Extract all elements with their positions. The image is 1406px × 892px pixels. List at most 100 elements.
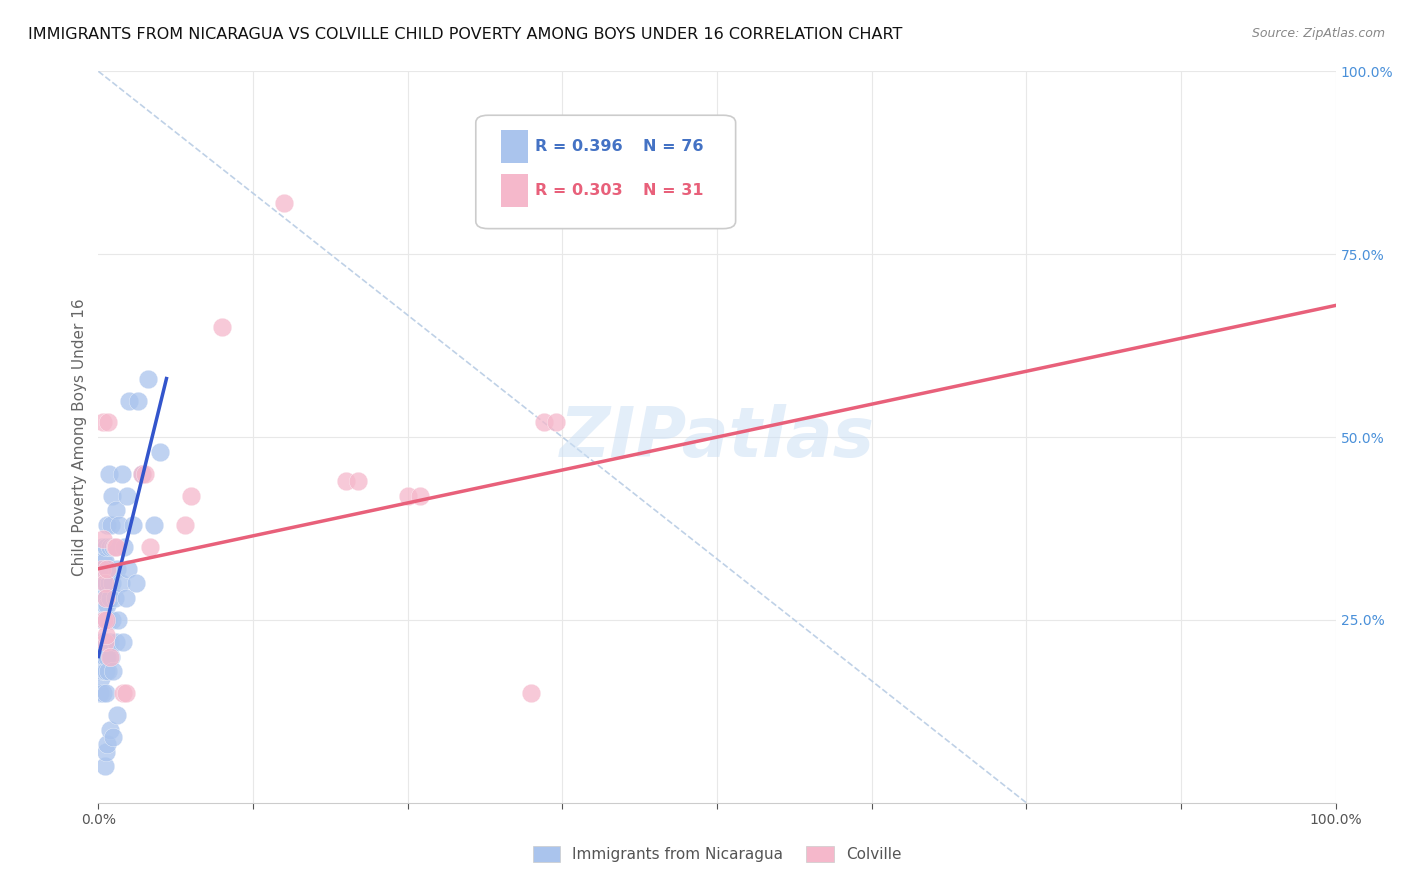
FancyBboxPatch shape bbox=[501, 130, 527, 163]
Point bbox=[96, 649, 118, 664]
Point bbox=[335, 474, 357, 488]
Point bbox=[97, 416, 120, 430]
Point bbox=[112, 540, 135, 554]
Point bbox=[94, 664, 117, 678]
Point bbox=[93, 759, 115, 773]
Point bbox=[90, 672, 112, 686]
Point bbox=[96, 576, 118, 591]
Point bbox=[94, 540, 117, 554]
Point bbox=[131, 467, 153, 481]
Point bbox=[273, 196, 295, 211]
Point bbox=[93, 554, 115, 568]
Point bbox=[93, 613, 115, 627]
Text: IMMIGRANTS FROM NICARAGUA VS COLVILLE CHILD POVERTY AMONG BOYS UNDER 16 CORRELAT: IMMIGRANTS FROM NICARAGUA VS COLVILLE CH… bbox=[28, 27, 903, 42]
Point bbox=[174, 517, 197, 532]
Text: R = 0.303: R = 0.303 bbox=[536, 183, 623, 198]
Point bbox=[93, 576, 115, 591]
Point bbox=[90, 635, 112, 649]
Point bbox=[98, 649, 121, 664]
Point bbox=[91, 533, 114, 547]
Point bbox=[98, 540, 121, 554]
Text: N = 31: N = 31 bbox=[643, 183, 703, 198]
Point bbox=[91, 635, 114, 649]
Point bbox=[94, 627, 117, 641]
Point bbox=[134, 467, 156, 481]
Point bbox=[93, 649, 115, 664]
Point bbox=[112, 686, 135, 700]
Point bbox=[122, 517, 145, 532]
Point bbox=[112, 635, 135, 649]
Point bbox=[105, 562, 128, 576]
Point bbox=[93, 562, 115, 576]
Point bbox=[96, 737, 118, 751]
Point bbox=[111, 467, 134, 481]
Point bbox=[110, 576, 132, 591]
Point bbox=[94, 591, 117, 605]
Point bbox=[149, 444, 172, 458]
Point bbox=[211, 320, 233, 334]
Point bbox=[93, 599, 115, 613]
Point bbox=[94, 613, 117, 627]
Point bbox=[91, 540, 114, 554]
Point bbox=[546, 416, 568, 430]
Point bbox=[103, 540, 125, 554]
Point bbox=[98, 635, 121, 649]
Point bbox=[101, 613, 124, 627]
Point bbox=[97, 576, 120, 591]
Point bbox=[118, 393, 141, 408]
Point bbox=[94, 635, 117, 649]
Point bbox=[100, 649, 122, 664]
Point bbox=[131, 467, 153, 481]
Point bbox=[108, 517, 131, 532]
Point bbox=[96, 599, 118, 613]
Point bbox=[91, 562, 114, 576]
Point bbox=[103, 730, 125, 744]
Point bbox=[96, 613, 118, 627]
Point bbox=[97, 467, 120, 481]
Point bbox=[139, 540, 162, 554]
Text: Source: ZipAtlas.com: Source: ZipAtlas.com bbox=[1251, 27, 1385, 40]
Text: R = 0.396: R = 0.396 bbox=[536, 139, 623, 154]
Point bbox=[93, 635, 115, 649]
Point bbox=[124, 576, 146, 591]
Point bbox=[94, 591, 117, 605]
Point bbox=[97, 562, 120, 576]
Point bbox=[94, 745, 117, 759]
Point bbox=[97, 635, 120, 649]
Point bbox=[409, 489, 432, 503]
Point bbox=[93, 416, 115, 430]
FancyBboxPatch shape bbox=[501, 174, 527, 207]
Point bbox=[101, 489, 124, 503]
Point bbox=[91, 576, 114, 591]
Point bbox=[89, 686, 111, 700]
Point bbox=[103, 591, 125, 605]
Point bbox=[396, 489, 419, 503]
Point bbox=[97, 613, 120, 627]
Point bbox=[93, 591, 115, 605]
FancyBboxPatch shape bbox=[475, 115, 735, 228]
Point bbox=[98, 723, 121, 737]
Point bbox=[520, 686, 543, 700]
Y-axis label: Child Poverty Among Boys Under 16: Child Poverty Among Boys Under 16 bbox=[72, 298, 87, 576]
Point bbox=[127, 393, 149, 408]
Point bbox=[143, 517, 166, 532]
Point bbox=[94, 554, 117, 568]
Point bbox=[96, 613, 118, 627]
Point bbox=[114, 591, 136, 605]
Point bbox=[103, 540, 125, 554]
Point bbox=[117, 562, 139, 576]
Point bbox=[104, 503, 127, 517]
Point bbox=[93, 576, 115, 591]
Point bbox=[96, 562, 118, 576]
Point bbox=[93, 635, 115, 649]
Point bbox=[93, 686, 115, 700]
Point bbox=[89, 664, 111, 678]
Point bbox=[101, 576, 124, 591]
Point bbox=[644, 211, 666, 225]
Point bbox=[96, 517, 118, 532]
Text: ZIPatlas: ZIPatlas bbox=[560, 403, 875, 471]
Point bbox=[105, 708, 128, 723]
Point bbox=[533, 416, 555, 430]
Point bbox=[93, 613, 115, 627]
Point bbox=[104, 635, 127, 649]
